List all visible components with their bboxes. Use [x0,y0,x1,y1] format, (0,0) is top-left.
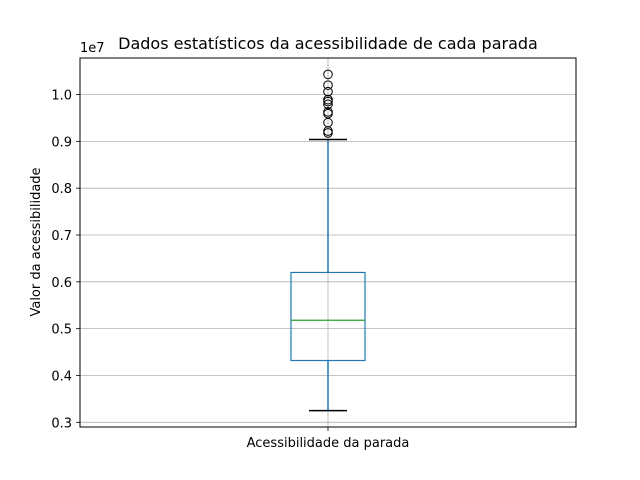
y-tick-label: 0.8 [51,182,72,197]
y-tick-label: 0.6 [51,276,72,291]
outlier-point [323,107,333,117]
chart-title: Dados estatísticos da acessibilidade de … [118,34,538,53]
y-axis-offset-label: 1e7 [80,41,105,56]
x-axis-ticks: Acessibilidade da parada [247,427,410,451]
x-tick-label: Acessibilidade da parada [247,436,410,451]
outlier-point [323,69,333,80]
y-axis-label: Valor da acessibilidade [29,167,44,316]
outlier-point [323,94,333,105]
interquartile-box [290,271,366,362]
outlier-point [323,80,333,90]
outlier-point [323,99,333,110]
y-axis-ticks: 0.3 0.4 0.5 0.6 0.7 0.8 0.9 1.0 [51,89,80,431]
y-tick-label: 0.7 [51,229,72,244]
y-tick-label: 0.5 [51,323,72,338]
outlier-point [323,86,333,97]
y-tick-label: 0.4 [51,369,72,384]
y-tick-label: 0.3 [51,416,72,431]
plot-data [290,69,366,412]
y-tick-label: 0.9 [51,135,72,150]
y-tick-label: 1.0 [51,89,72,104]
